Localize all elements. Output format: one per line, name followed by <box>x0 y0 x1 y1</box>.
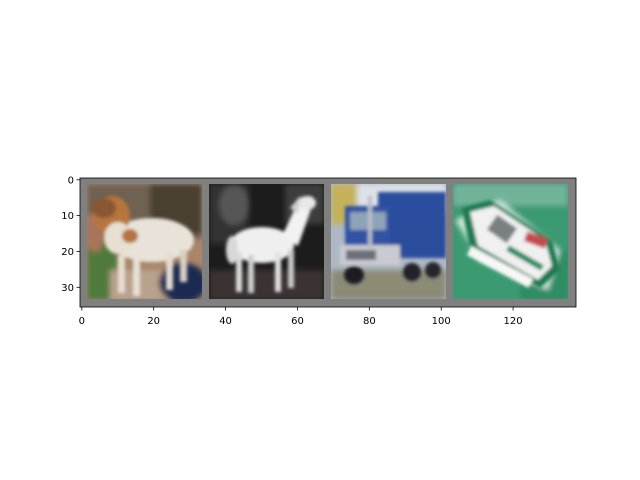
y-axis: 0 10 20 30 <box>61 175 80 294</box>
x-tick-label: 120 <box>504 316 523 327</box>
x-axis: 0 20 40 60 80 100 120 <box>79 307 523 327</box>
horse-image-tile <box>209 184 324 299</box>
y-tick-label: 0 <box>68 175 74 186</box>
truck-image-tile <box>331 184 446 299</box>
ship-image-tile <box>453 184 568 299</box>
x-tick-label: 60 <box>291 316 304 327</box>
x-tick-label: 20 <box>147 316 160 327</box>
x-tick-label: 40 <box>219 316 232 327</box>
y-tick-label: 30 <box>61 283 74 294</box>
dog-image-tile <box>87 184 202 299</box>
x-tick-label: 80 <box>363 316 376 327</box>
axes-frame <box>79 177 577 308</box>
y-tick-label: 20 <box>61 247 74 258</box>
y-tick-label: 10 <box>61 211 74 222</box>
x-tick-label: 100 <box>432 316 451 327</box>
x-tick-label: 0 <box>79 316 85 327</box>
